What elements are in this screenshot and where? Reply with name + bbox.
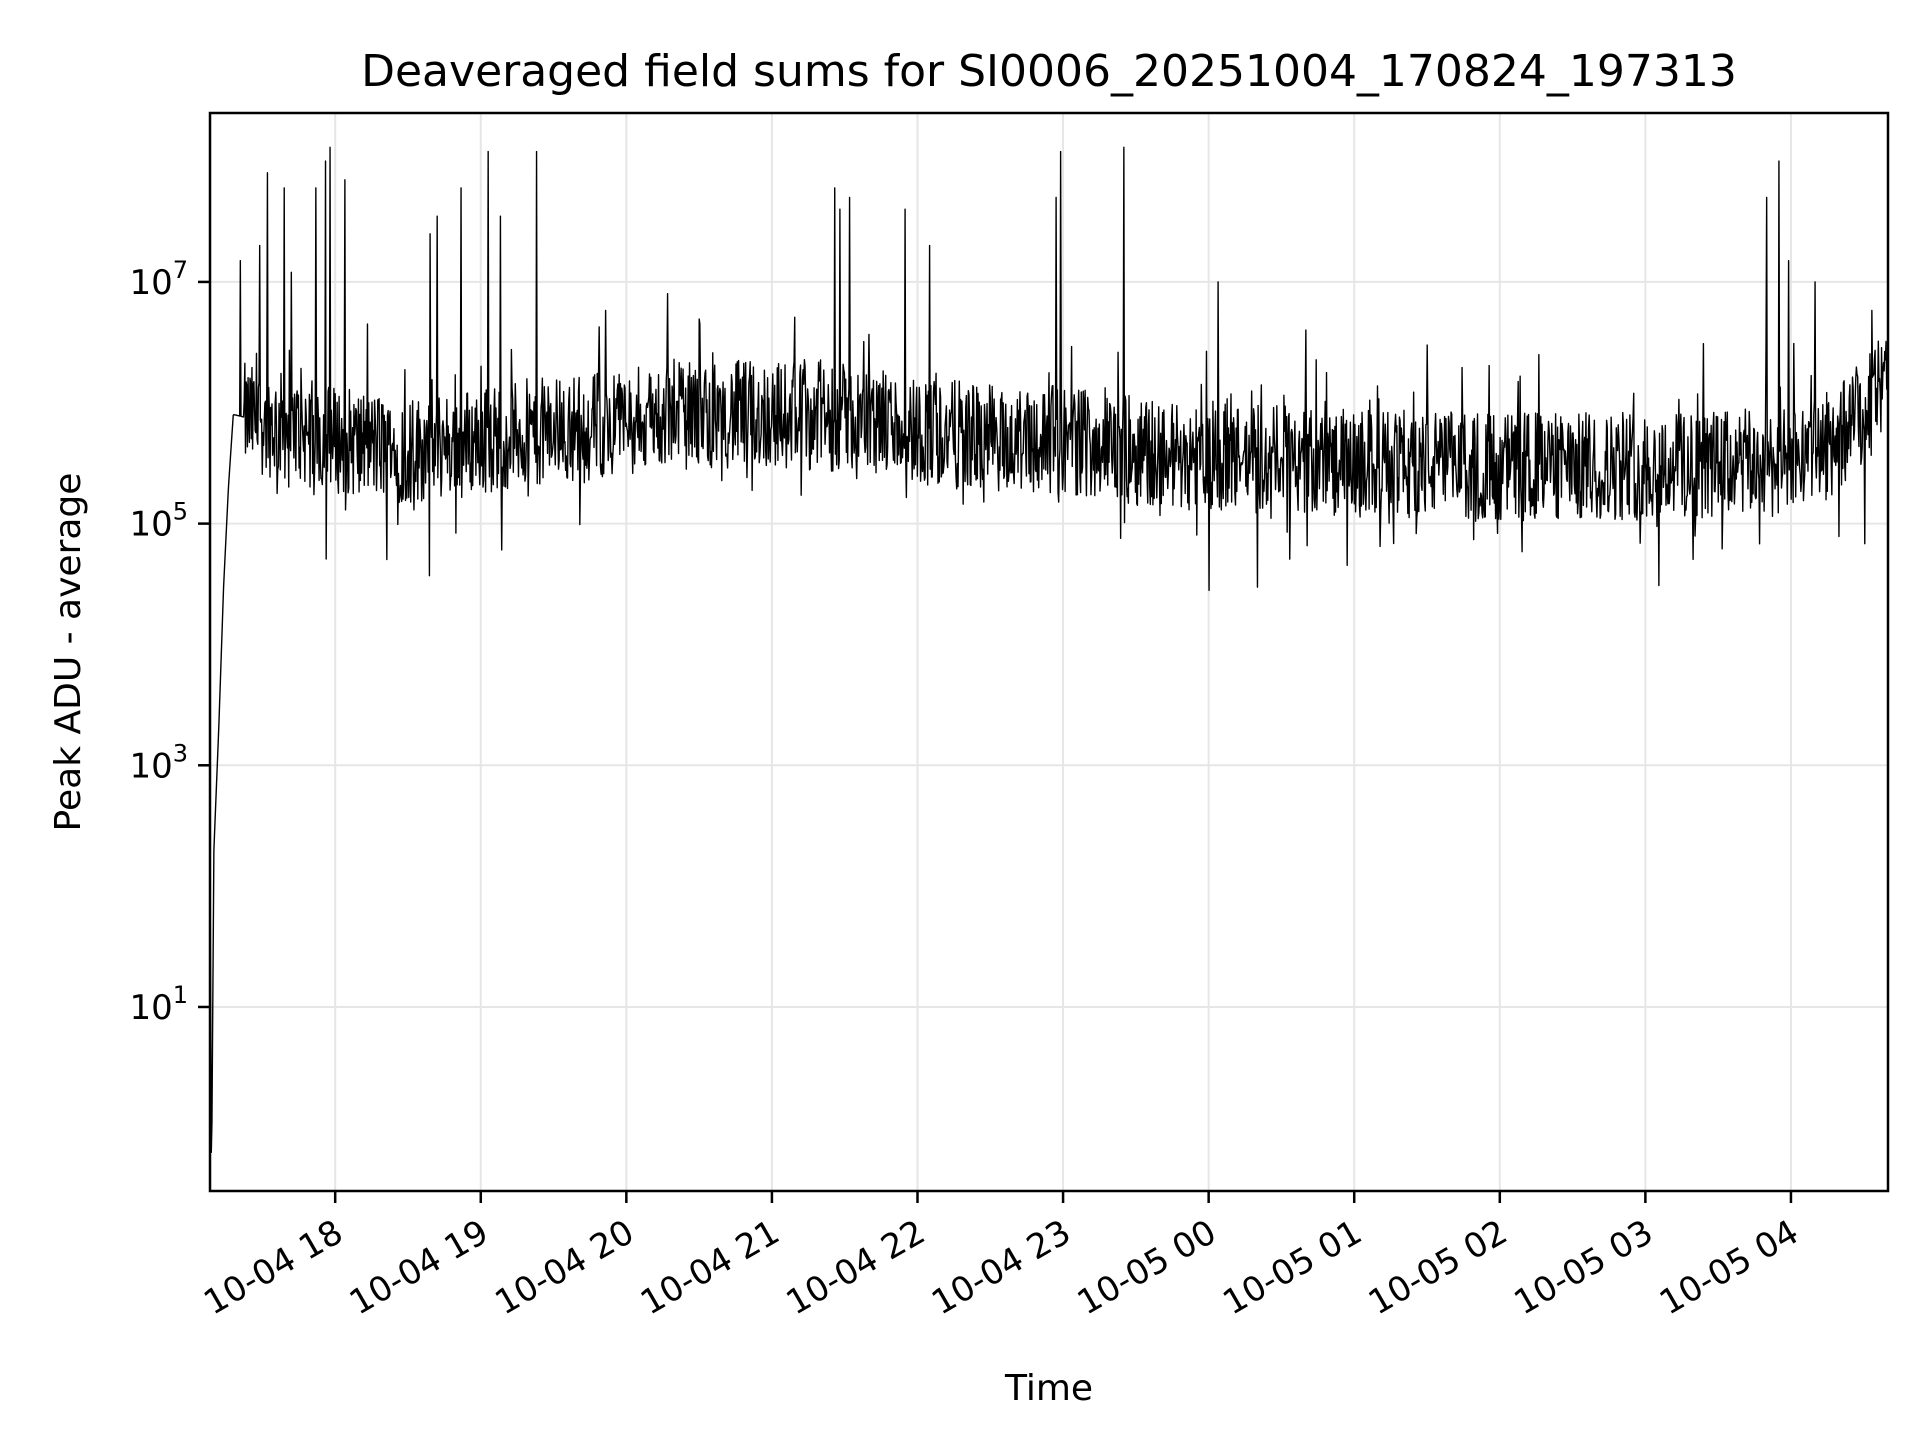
y-tick-exponent: 3	[173, 739, 188, 767]
y-tick-exponent: 1	[173, 981, 188, 1009]
y-tick-base: 10	[129, 988, 172, 1028]
x-tick-label: 10-04 18	[197, 1212, 349, 1323]
y-tick-base: 10	[129, 746, 172, 786]
x-tick-label: 10-04 20	[488, 1212, 640, 1323]
x-tick-label: 10-04 21	[634, 1212, 786, 1323]
x-axis-label: Time	[1004, 1368, 1093, 1409]
y-tick-label: 103	[129, 739, 188, 786]
y-tick-label: 101	[129, 981, 188, 1028]
y-tick-base: 10	[129, 505, 172, 545]
x-tick-label: 10-04 23	[925, 1212, 1077, 1323]
x-tick-label: 10-05 04	[1653, 1212, 1805, 1323]
x-tick-label: 10-04 22	[780, 1212, 932, 1323]
x-tick-label: 10-05 03	[1507, 1212, 1659, 1323]
grid-layer	[210, 113, 1888, 1191]
y-tick-base: 10	[129, 263, 172, 303]
y-tick-exponent: 7	[173, 256, 188, 284]
y-tick-label: 107	[129, 256, 188, 303]
y-tick-exponent: 5	[173, 498, 188, 526]
x-tick-label: 10-04 19	[343, 1212, 495, 1323]
y-tick-label: 105	[129, 498, 188, 545]
y-axis-label: Peak ADU - average	[48, 473, 89, 832]
x-tick-label: 10-05 01	[1216, 1212, 1368, 1323]
series-line	[209, 146, 1889, 1154]
chart-title: Deaveraged field sums for SI0006_2025100…	[361, 46, 1737, 97]
x-tick-label: 10-05 00	[1071, 1212, 1223, 1323]
series-layer	[209, 146, 1889, 1154]
x-tick-label: 10-05 02	[1362, 1212, 1514, 1323]
plot-frame	[208, 111, 1890, 1193]
